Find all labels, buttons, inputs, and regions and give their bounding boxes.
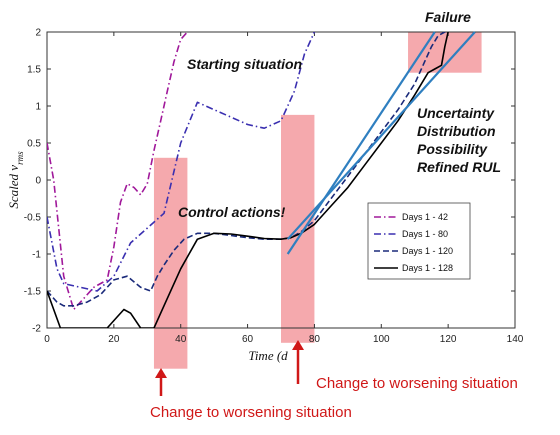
annotation-uncertainty-line: Distribution [417, 123, 496, 139]
series-line-4 [47, 32, 449, 328]
legend-label-2: Days 1 - 80 [402, 229, 448, 239]
legend-box [367, 202, 471, 280]
legend: Days 1 - 42 Days 1 - 80 Days 1 - 120 Days 1… [367, 202, 471, 280]
annotation-change-2: Change to worsening situation [316, 375, 518, 392]
x-tick-label: 80 [309, 334, 321, 345]
annotations: Failure Starting situation Control actions… [150, 9, 518, 421]
x-tick-label: 100 [373, 334, 390, 345]
x-tick-label: 0 [44, 334, 50, 345]
axes: 0 20 40 60 80 100 120 140 -2 -1.5 -1 -0.5 0 0.5 1 1.5 2 T… [6, 28, 524, 364]
annotation-uncertainty-line: Possibility [417, 141, 488, 157]
y-tick-label: 2 [35, 28, 41, 39]
legend-label-3: Days 1 - 120 [402, 246, 453, 256]
annotation-control-actions: Control actions! [178, 204, 286, 220]
legend-label-4: Days 1 - 128 [402, 263, 453, 273]
x-tick-label: 120 [440, 334, 457, 345]
annotation-change-1: Change to worsening situation [150, 404, 352, 421]
trend-lines [286, 31, 476, 255]
y-tick-label: 1 [35, 102, 41, 113]
x-tick-label: 40 [175, 334, 187, 345]
y-axis-label-group: Scaled vrms [6, 151, 25, 209]
legend-label-1: Days 1 - 42 [402, 212, 448, 222]
arrow-change-2-head [292, 340, 304, 350]
annotation-starting-situation: Starting situation [187, 56, 302, 72]
y-tick-label: -1.5 [24, 287, 42, 298]
series-line-1 [47, 32, 188, 311]
y-axis-label: Scaled vrms [6, 151, 25, 209]
annotation-uncertainty-line: Refined RUL [417, 159, 501, 175]
series-lines [47, 32, 449, 328]
annotation-failure: Failure [425, 9, 471, 25]
series-line-3 [47, 32, 449, 307]
y-tick-label: 0 [35, 176, 41, 187]
y-tick-label: -0.5 [24, 213, 42, 224]
y-tick-label: 1.5 [27, 65, 41, 76]
trend-line-1 [286, 31, 436, 255]
y-tick-label: -2 [32, 324, 41, 335]
series-line-2 [47, 32, 316, 292]
x-axis-label: Time (d [248, 348, 288, 363]
x-tick-label: 20 [108, 334, 120, 345]
highlight-region-1 [153, 157, 188, 369]
x-tick-label: 140 [507, 334, 524, 345]
x-tick-label: 60 [242, 334, 254, 345]
trend-line-2 [286, 31, 476, 240]
annotation-uncertainty-line: Uncertainty [417, 105, 495, 121]
y-tick-label: -1 [32, 250, 41, 261]
arrow-change-1-head [155, 368, 167, 378]
y-tick-label: 0.5 [27, 139, 41, 150]
